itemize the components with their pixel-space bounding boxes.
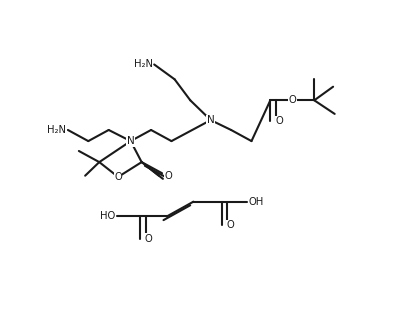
Text: O: O bbox=[227, 220, 234, 230]
Text: O: O bbox=[145, 234, 153, 244]
Text: H₂N: H₂N bbox=[47, 125, 66, 135]
Text: HO: HO bbox=[100, 212, 115, 221]
Text: O: O bbox=[275, 116, 283, 126]
Text: O: O bbox=[114, 172, 122, 182]
Text: H₂N: H₂N bbox=[134, 59, 153, 69]
Text: O: O bbox=[164, 171, 172, 181]
Text: O: O bbox=[288, 95, 296, 105]
Text: N: N bbox=[207, 115, 215, 125]
Text: N: N bbox=[127, 136, 134, 146]
Text: OH: OH bbox=[248, 197, 264, 207]
